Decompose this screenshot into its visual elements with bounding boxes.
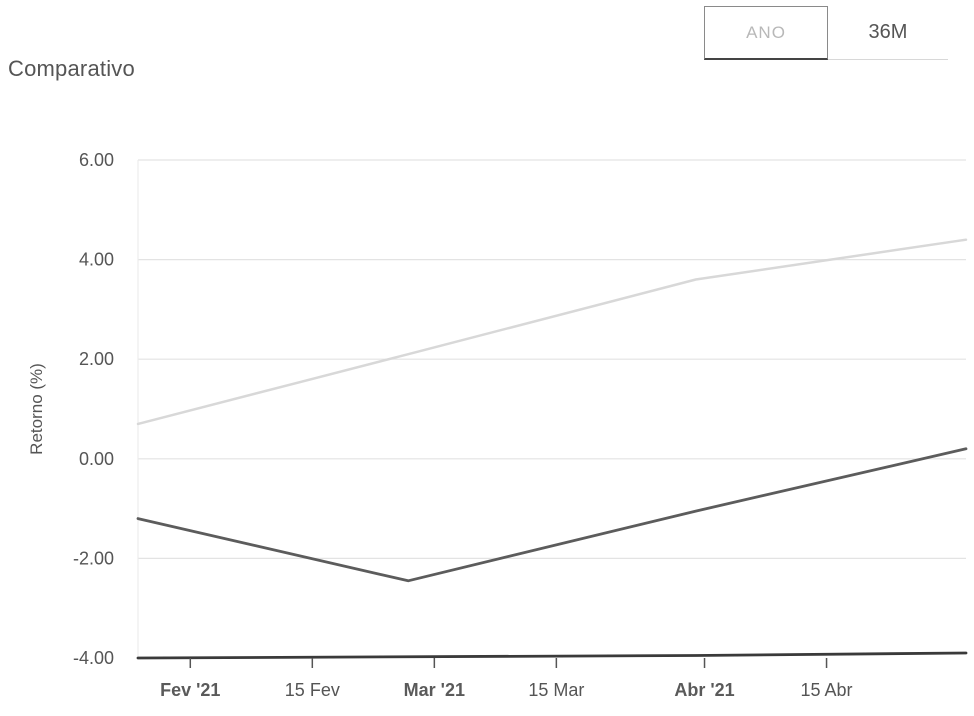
- y-tick-label-3: 2.00: [79, 349, 114, 369]
- range-selector: ANO 36M: [704, 6, 948, 60]
- x-tick-label-5: 15 Abr: [801, 680, 853, 700]
- x-tick-label-2: Mar '21: [404, 680, 465, 700]
- range-button-ano[interactable]: ANO: [704, 6, 828, 60]
- y-tick-label-4: 4.00: [79, 250, 114, 270]
- series-line-2: [136, 651, 968, 660]
- x-tick-label-4: Abr '21: [674, 680, 734, 700]
- y-axis-title: Retorno (%): [27, 363, 46, 455]
- y-tick-label-5: 6.00: [79, 150, 114, 170]
- y-tick-label-1: -2.00: [73, 548, 114, 568]
- range-button-36m[interactable]: 36M: [828, 6, 948, 60]
- y-tick-label-2: 0.00: [79, 449, 114, 469]
- x-tick-label-3: 15 Mar: [528, 680, 584, 700]
- chart-heading: Comparativo: [8, 56, 135, 81]
- series-line-1: [136, 447, 968, 583]
- y-tick-label-0: -4.00: [73, 648, 114, 668]
- series-line-0: [136, 238, 968, 426]
- x-tick-label-0: Fev '21: [160, 680, 220, 700]
- x-tick-label-1: 15 Fev: [285, 680, 340, 700]
